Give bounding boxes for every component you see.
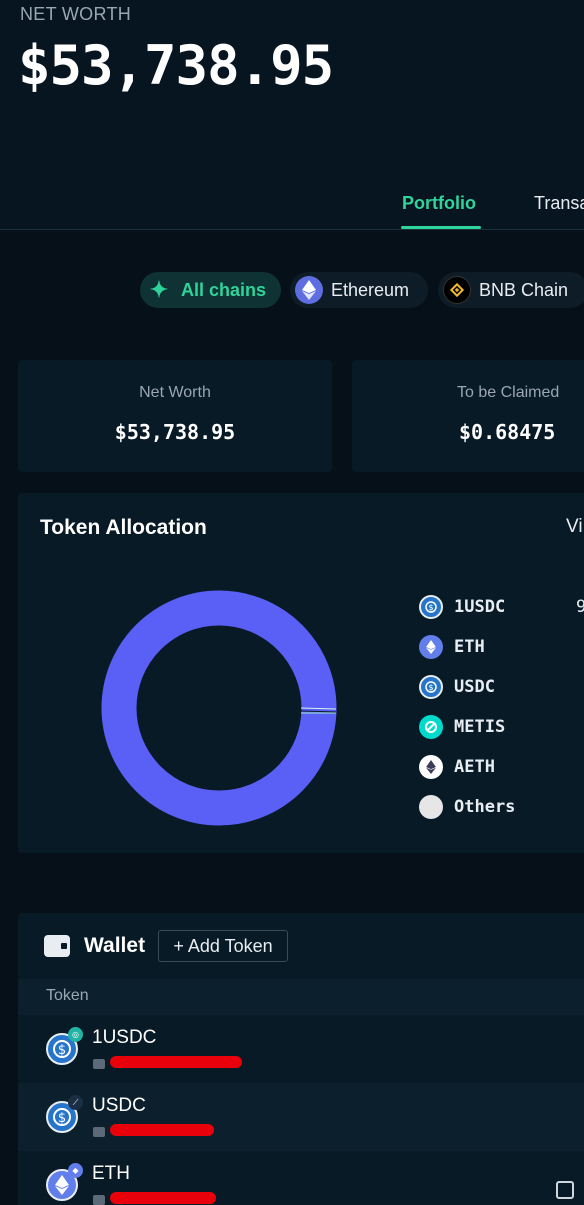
chain-filter-label: Ethereum	[331, 279, 410, 300]
ethereum-icon	[419, 635, 443, 659]
card-value: $53,738.95	[114, 420, 236, 444]
legend-percentage: 9	[576, 597, 584, 617]
wallet-title: Wallet	[84, 934, 146, 957]
wallet-icon	[44, 935, 70, 957]
chain-filter-all-chains[interactable]: ✦ All chains	[140, 272, 281, 308]
scan-icon[interactable]	[556, 1181, 574, 1199]
chain-filter-label: BNB Chain	[479, 279, 569, 300]
sparkle-icon: ✦	[149, 277, 169, 302]
legend-item-aeth: AETH	[419, 754, 495, 780]
metis-icon	[419, 715, 443, 739]
bnb-icon	[443, 276, 471, 304]
ethereum-badge-icon: ◆	[68, 1163, 83, 1178]
header-divider	[0, 229, 584, 230]
token-row-1usdc[interactable]: $ ◎ 1USDC	[18, 1015, 584, 1083]
legend-label: ETH	[454, 637, 485, 657]
token-column-label: Token	[46, 987, 89, 1004]
ethereum-icon	[46, 1169, 78, 1201]
donut-ring	[101, 590, 337, 826]
active-tab-indicator	[401, 226, 481, 229]
legend-item-eth: ETH	[419, 634, 485, 660]
legend-item-others: Others	[419, 794, 515, 820]
net-worth-card: Net Worth $53,738.95	[18, 360, 332, 472]
card-label: Net Worth	[139, 384, 211, 401]
token-name: USDC	[92, 1095, 146, 1116]
svg-text:$: $	[428, 683, 433, 692]
chain-filter-ethereum[interactable]: Ethereum	[290, 272, 428, 308]
donut-slice-separator	[300, 707, 337, 710]
token-allocation-title: Token Allocation	[40, 516, 207, 539]
chain-badge-icon: ⟋	[68, 1095, 83, 1110]
legend-label: Others	[454, 797, 516, 817]
chain-filter-label: All chains	[181, 279, 267, 300]
legend-item-metis: METIS	[419, 714, 505, 740]
redacted-address	[110, 1124, 214, 1136]
redacted-address	[110, 1056, 242, 1068]
token-name: ETH	[92, 1163, 130, 1184]
donut-slice-separator	[300, 710, 337, 713]
view-all-link[interactable]: Vi	[566, 516, 583, 537]
token-row-eth[interactable]: ◆ ETH	[18, 1151, 584, 1205]
usdc-icon: $	[419, 675, 443, 699]
wallet-mini-icon	[93, 1195, 105, 1205]
ethereum-icon	[295, 276, 323, 304]
usdc-icon: $	[46, 1101, 78, 1133]
net-worth-label: NET WORTH	[20, 4, 132, 24]
svg-text:$: $	[428, 603, 433, 612]
to-be-claimed-card: To be Claimed $0.68475	[352, 360, 584, 472]
redacted-address	[110, 1192, 216, 1204]
legend-item-1usdc: $ 1USDC	[419, 594, 505, 620]
card-label: To be Claimed	[457, 384, 560, 401]
svg-text:$: $	[58, 1043, 66, 1058]
others-icon	[419, 795, 443, 819]
legend-label: AETH	[454, 757, 495, 777]
header: NET WORTH $53,738.95 Portfolio Transa	[0, 0, 584, 230]
wallet-mini-icon	[93, 1127, 105, 1137]
tab-portfolio[interactable]: Portfolio	[402, 193, 476, 213]
tab-transactions[interactable]: Transa	[534, 193, 584, 213]
legend-label: USDC	[454, 677, 495, 697]
legend-item-usdc: $ USDC	[419, 674, 495, 700]
token-row-usdc[interactable]: $ ⟋ USDC	[18, 1083, 584, 1151]
add-token-button[interactable]: + Add Token	[158, 930, 288, 962]
token-column-header: Token	[18, 979, 584, 1015]
aeth-icon	[419, 755, 443, 779]
token-name: 1USDC	[92, 1027, 157, 1048]
chain-filter-bnb-chain[interactable]: BNB Chain	[438, 272, 584, 308]
token-allocation-panel: Token Allocation Vi $ 1USDC ETH $ USDC M…	[18, 493, 584, 853]
usdc-icon: $	[419, 595, 443, 619]
legend-label: METIS	[454, 717, 506, 737]
svg-text:$: $	[58, 1111, 66, 1126]
wallet-panel: Wallet + Add Token Token $ ◎ 1USDC $ ⟋ U…	[18, 913, 584, 1205]
card-value: $0.68475	[459, 420, 556, 444]
legend-label: 1USDC	[454, 597, 506, 617]
net-worth-value: $53,738.95	[18, 34, 334, 97]
allocation-donut-chart	[101, 590, 337, 826]
chain-badge-icon: ◎	[68, 1027, 83, 1042]
wallet-mini-icon	[93, 1059, 105, 1069]
